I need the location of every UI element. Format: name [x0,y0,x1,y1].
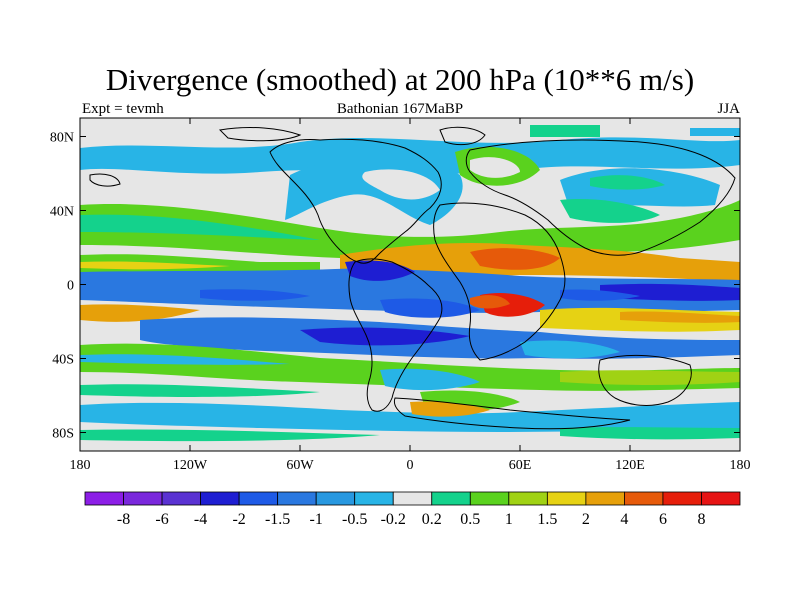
colorbar-swatch [123,491,163,506]
lat-tick-label: 80S [52,427,74,442]
colorbar-label: -0.5 [342,511,367,528]
colorbar: -8 -6 -4 -2 -1.5 -1 -0.5 -0.2 0.2 0.5 1 1.5 2 4 6 8 [84,491,741,528]
colorbar-label: 8 [697,511,705,528]
coastlines [89,126,736,430]
lat-tick-label: 80N [50,131,74,146]
longitude-ticks: 180 120W 60W 0 60E 120E 180 [70,118,751,473]
colorbar-label: -4 [194,511,207,528]
colorbar-label: 1 [505,511,513,528]
colorbar-swatch [469,491,510,506]
colorbar-label: 6 [659,511,667,528]
colorbar-label: -1 [310,511,323,528]
colorbar-swatch [701,491,741,506]
lon-tick-label: 60E [509,458,532,473]
field-bands [80,125,740,442]
colorbar-swatch [624,491,664,506]
colorbar-label: 1.5 [537,511,557,528]
colorbar-label: 4 [620,511,628,528]
lat-tick-label: 40N [50,205,74,220]
colorbar-swatch [84,491,124,506]
colorbar-swatch [277,491,317,506]
latitude-ticks: 80N 40N 0 40S 80S [50,131,740,442]
colorbar-label: 2 [582,511,590,528]
colorbar-label: -2 [232,511,245,528]
colorbar-label: 0.5 [460,511,480,528]
experiment-label: Expt = tevmh [82,101,164,117]
colorbar-label: 0.2 [422,511,442,528]
lon-tick-label: 120W [173,458,208,473]
lon-tick-label: 180 [70,458,91,473]
colorbar-swatch [508,491,548,506]
colorbar-swatch [431,491,471,506]
colorbar-swatch [392,491,433,506]
lon-tick-label: 60W [286,458,314,473]
season-label: JJA [717,101,740,117]
colorbar-label: -0.2 [381,511,406,528]
lon-tick-label: 120E [615,458,645,473]
period-label: Bathonian 167MaBP [336,101,464,117]
colorbar-label: -1.5 [265,511,290,528]
colorbar-swatch [662,491,702,506]
colorbar-swatch [200,491,240,506]
lat-tick-label: 40S [52,353,74,368]
colorbar-swatch [354,491,394,506]
colorbar-swatch [161,491,201,506]
colorbar-swatch [238,491,279,506]
colorbar-swatch [315,491,356,506]
colorbar-label: -8 [117,511,130,528]
colorbar-swatch [546,491,587,506]
colorbar-swatch [585,491,625,506]
lat-tick-label: 0 [67,279,74,294]
map-title: Divergence (smoothed) at 200 hPa (10**6 … [105,62,695,97]
lon-tick-label: 180 [730,458,751,473]
colorbar-label: -6 [155,511,168,528]
lon-tick-label: 0 [407,458,414,473]
map-field [80,118,740,451]
